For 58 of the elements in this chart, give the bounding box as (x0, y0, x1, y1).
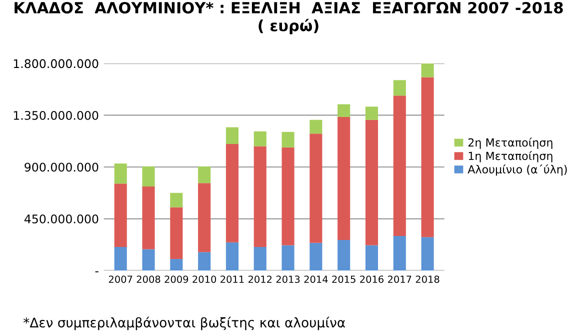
bar (142, 249, 155, 271)
y-tick-label: 1.350.000.000 (14, 110, 98, 120)
bar (365, 106, 378, 120)
bar (198, 183, 211, 252)
bar (338, 104, 350, 117)
y-tick-label: 450.000.000 (24, 214, 98, 224)
bar (338, 116, 350, 240)
bar (254, 246, 266, 271)
bar (198, 252, 211, 271)
bar (254, 146, 266, 247)
chart-title: ΚΛΑΔΟΣ ΑΛΟΥΜΙΝΙΟΥ* : ΕΞΕΛΙΞΗ ΑΞΙΑΣ ΕΞΑΓΩΓΩΝ 2007 -2018 ( ευρώ) (14, 2, 563, 34)
bar (393, 96, 406, 236)
legend-label: Αλουμίνιο (α΄ύλη) (468, 164, 567, 176)
text: *Δεν συμπεριλαμβάνονται βωξίτης και αλουμίνα (23, 316, 346, 330)
bar (421, 77, 434, 238)
bar (393, 80, 406, 96)
bar (170, 259, 183, 271)
y-tick-label: 900.000.000 (24, 162, 98, 172)
bar (114, 164, 127, 184)
x-tick-label: 2009 (164, 276, 188, 283)
bar (226, 144, 238, 242)
bar (226, 127, 238, 144)
bar (282, 147, 294, 246)
bar (170, 207, 183, 260)
x-tick-label: 2013 (276, 276, 300, 283)
bar (310, 242, 322, 271)
x-tick-label: 2012 (248, 276, 272, 283)
x-tick-label: 2016 (360, 276, 384, 283)
x-tick-label: 2014 (304, 276, 328, 283)
bar (421, 63, 434, 78)
bar (421, 237, 434, 271)
x-tick-label: 2010 (192, 276, 216, 283)
bar (254, 131, 266, 146)
bar (170, 192, 183, 208)
bar (338, 240, 350, 271)
x-tick-label: 2018 (416, 276, 440, 283)
bar (365, 245, 378, 271)
bar (114, 184, 127, 247)
bar (142, 186, 155, 250)
bar (393, 236, 406, 271)
bar (282, 132, 294, 148)
y-tick-label: 1.800.000.000 (14, 59, 98, 68)
x-tick-label: 2015 (332, 276, 356, 283)
legend-label: 1η Μεταποίηση (468, 151, 552, 162)
bar (142, 166, 155, 187)
bar (198, 166, 211, 184)
bar (365, 120, 378, 246)
bar (310, 134, 322, 243)
x-tick-label: 2017 (388, 276, 412, 283)
y-tick-label: - (95, 271, 98, 272)
bar (310, 120, 322, 134)
bar (226, 242, 238, 271)
x-tick-label: 2007 (108, 276, 132, 283)
legend-label: 2η Μεταποίηση (468, 138, 552, 149)
x-tick-label: 2011 (220, 276, 244, 283)
x-tick-label: 2008 (136, 276, 160, 283)
bar (114, 246, 127, 271)
bar (282, 245, 294, 271)
